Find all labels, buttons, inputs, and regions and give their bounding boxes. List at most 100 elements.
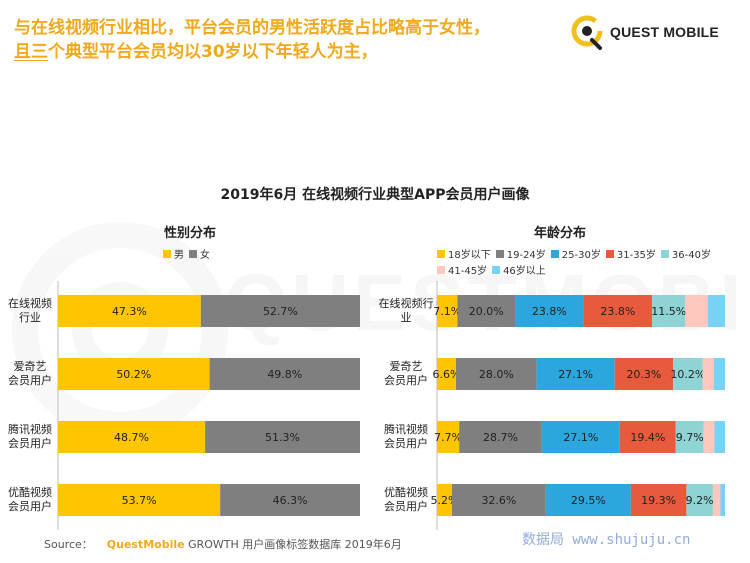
legend-swatch [495,250,504,258]
category-label-line: 会员用户 [384,500,428,513]
bar-segment [713,358,725,390]
data-label: 51.3% [265,431,300,444]
data-label: 46.3% [273,494,308,507]
category-label-line: 会员用户 [8,500,52,513]
legend-swatch [660,250,669,258]
category-label-line: 腾讯视频 [8,423,52,436]
age-panel-title: 年龄分布 [533,226,586,241]
gender-legend: 男女 [163,248,283,264]
data-label: 10.2% [670,368,705,381]
headline: 与在线视频行业相比，平台会员的男性活跃度占比略高于女性， 且三个典型平台会员均以… [14,16,490,64]
category-label: 在线视频行业 [0,297,60,325]
bar-segment [541,421,620,453]
legend-swatch [550,250,559,258]
data-label: 20.3% [626,368,661,381]
data-label: 7.7% [434,431,462,444]
bar-segment [58,421,206,453]
data-label: 23.8% [600,305,635,318]
legend-label: 36-40岁 [671,250,711,261]
age-chart: 7.1% 20.0% 23.8% 23.8% 11.5% 6.6% 28.0% 27.1% 20… [431,281,725,530]
bar-segment [205,421,360,453]
legend-item: 31-35岁 [605,248,656,264]
bar-segment [675,421,704,453]
bar-segment [58,484,221,516]
data-label: 52.7% [263,305,298,318]
category-label-line: 行业 [19,311,41,324]
category-label-line: 会员用户 [8,374,52,387]
legend-label: 31-35岁 [616,250,656,261]
category-label-line: 在线视频 [8,297,52,310]
bar-segment [707,295,725,327]
category-label-line: 会员用户 [8,437,52,450]
data-label: 32.6% [481,494,516,507]
bar-segment [459,421,542,453]
category-label: 优酷视频 会员用户 [376,486,436,514]
category-label: 在线视频行业 [376,297,436,325]
category-label: 腾讯视频 会员用户 [0,423,60,451]
data-label: 9.7% [676,431,704,444]
source-note: Source： QuestMobile GROWTH 用户画像标签数据库 2019… [44,536,402,552]
bar-segment [437,421,460,453]
bar-segment [515,295,584,327]
bar-segment [685,295,708,327]
bar-segment [451,484,546,516]
legend-swatch [492,266,501,274]
data-label: 19.4% [630,431,665,444]
bar-segment [614,358,674,390]
bar-segment [437,358,457,390]
headline-line-2-rest: 个典型平台会员均以30岁以下年轻人为主， [48,42,378,62]
category-label-line: 爱奇艺 [13,360,47,373]
bar-segment [702,358,714,390]
bar-segment [536,358,615,390]
legend-item: 男 [163,248,184,264]
legend-item: 女 [189,248,210,264]
bar-segment [437,295,458,327]
headline-line-1: 与在线视频行业相比，平台会员的男性活跃度占比略高于女性， [14,18,490,38]
data-label: 20.0% [469,305,504,318]
bar-segment [200,295,360,327]
legend-label: 25-30岁 [561,250,601,261]
data-label: 9.2% [686,494,714,507]
data-label: 47.3% [112,305,147,318]
legend-item: 36-40岁 [660,248,711,264]
category-label: 优酷视频 会员用户 [0,486,60,514]
bar-segment [456,358,537,390]
bar-segment [619,421,676,453]
headline-line-2: 且三个典型平台会员均以30岁以下年轻人为主， [14,40,490,64]
bar-segment [686,484,713,516]
legend-swatch [437,266,445,274]
data-label: 28.0% [479,368,514,381]
brand-logo: QUEST MOBILE [570,12,740,52]
source-text: GROWTH 用户画像标签数据库 2019年6月 [188,538,402,551]
legend-swatch [605,250,614,258]
bar-segment [630,484,687,516]
site-watermark: 数据局 www.shujuju.cn [522,532,691,548]
logo-icon [571,15,603,50]
source-brand: QuestMobile [106,538,185,551]
data-label: 27.1% [558,368,593,381]
legend-label: 女 [200,250,210,261]
category-label-line: 优酷视频 [8,486,52,499]
data-label: 5.2% [431,494,459,507]
headline-emphasis: 且三 [14,42,48,62]
legend-label: 46岁以上 [503,266,546,277]
bar-segment [673,358,703,390]
legend-swatch [163,250,171,258]
data-label: 29.5% [571,494,606,507]
bar-segment [437,484,452,516]
age-legend: 18岁以下 19-24岁 25-30岁 31-35岁 36-40岁 41-45岁 46岁以上 [437,248,727,280]
bar-segment [714,421,725,453]
legend-label: 41-45岁 [448,266,488,277]
data-label: 48.7% [114,431,149,444]
data-label: 6.6% [433,368,461,381]
data-label: 23.8% [532,305,567,318]
legend-label: 18岁以下 [448,250,491,261]
bar-segment [545,484,631,516]
legend-item: 19-24岁 [495,248,546,264]
category-label-line: 优酷视频 [384,486,428,499]
legend-item: 18岁以下 [437,248,491,264]
data-label: 7.1% [433,305,461,318]
bar-segment [220,484,360,516]
legend-label: 19-24岁 [506,250,546,261]
